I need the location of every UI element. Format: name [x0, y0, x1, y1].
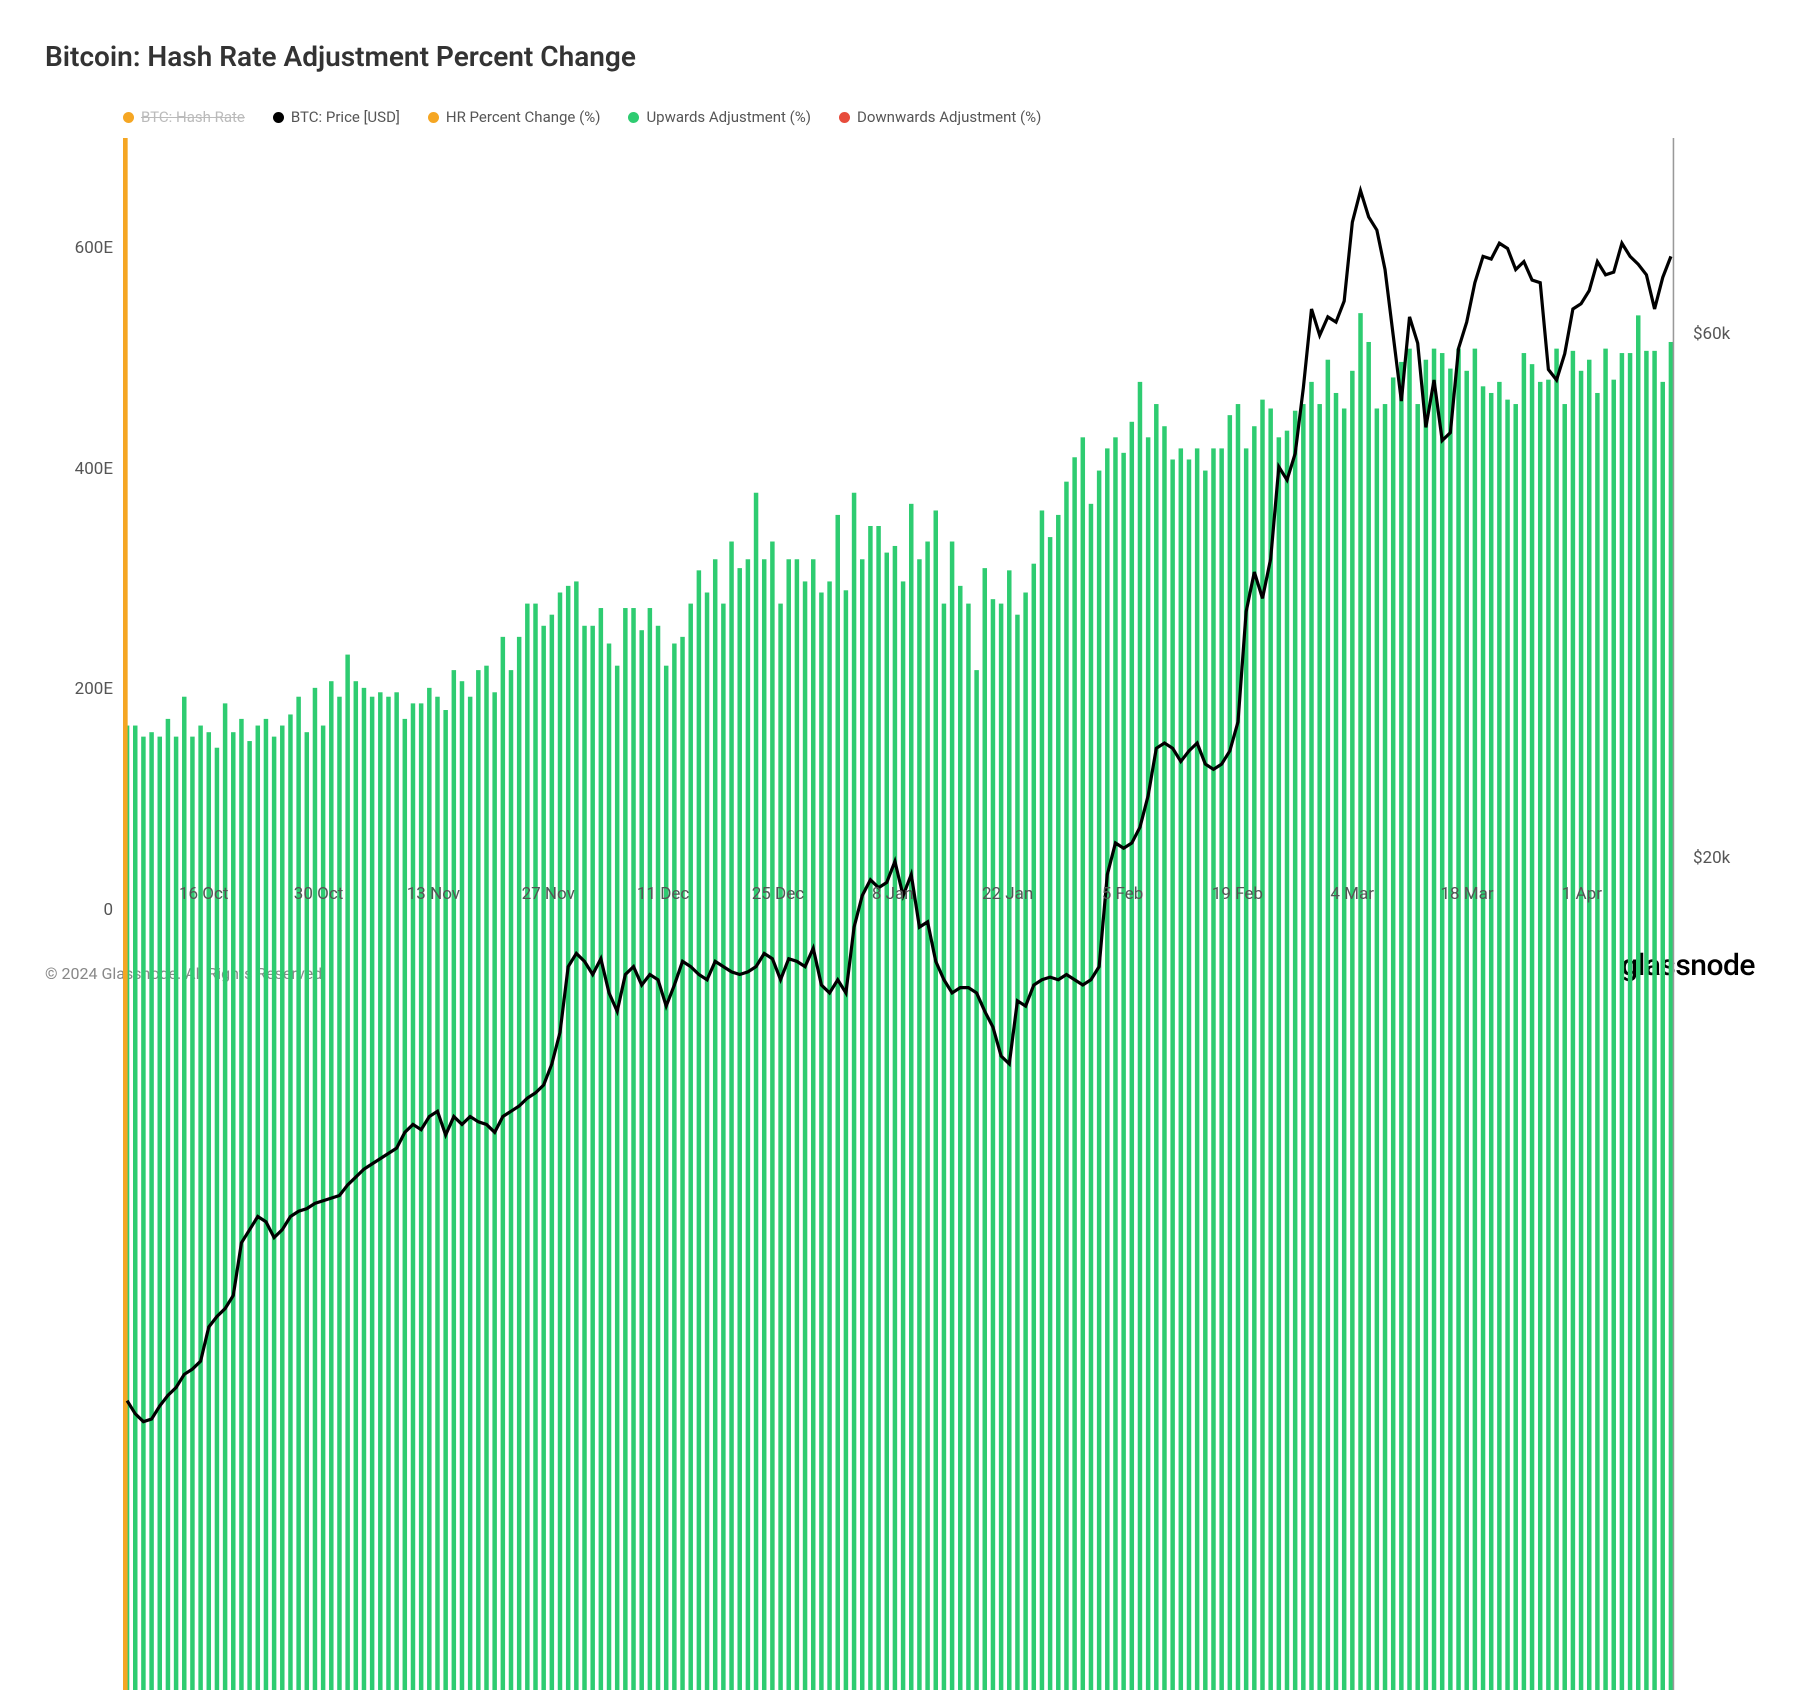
y-axis-right: $20k $60k	[1683, 138, 1755, 910]
x-tick: 27 Nov	[522, 884, 575, 904]
y-right-tick: $20k	[1693, 848, 1730, 868]
legend-item-hashrate[interactable]: BTC: Hash Rate	[123, 108, 245, 126]
y-right-tick: $60k	[1693, 324, 1730, 344]
x-tick: 25 Dec	[752, 884, 804, 904]
chart-title: Bitcoin: Hash Rate Adjustment Percent Ch…	[45, 40, 1755, 73]
y-left-tick: 0	[103, 900, 113, 920]
legend-item-price[interactable]: BTC: Price [USD]	[273, 108, 400, 126]
x-tick: 18 Mar	[1440, 884, 1493, 904]
x-tick: 30 Oct	[294, 884, 343, 904]
x-tick: 22 Jan	[982, 884, 1033, 904]
legend-label-downwards: Downwards Adjustment (%)	[857, 108, 1041, 126]
x-tick: 13 Nov	[407, 884, 460, 904]
chart-svg	[123, 138, 1675, 1690]
x-axis: 16 Oct 30 Oct 13 Nov 27 Nov 11 Dec 25 Dec 8 Ja…	[123, 876, 1675, 910]
legend-dot-hrpercent	[428, 112, 439, 123]
legend-label-upwards: Upwards Adjustment (%)	[646, 108, 811, 126]
y-left-tick: 600E	[75, 238, 113, 258]
chart-container: 0200E400E600E $20k$60k 16 Oct30 Oct13 No…	[45, 138, 1755, 910]
y-axis-left: 0200E400E600E	[45, 138, 113, 910]
x-tick: 8 Jan	[872, 884, 914, 904]
legend: BTC: Hash Rate BTC: Price [USD] HR Perce…	[123, 108, 1755, 126]
x-tick: 19 Feb	[1212, 884, 1263, 904]
legend-dot-price	[273, 112, 284, 123]
legend-label-hashrate: BTC: Hash Rate	[141, 108, 245, 126]
x-tick: 4 Mar	[1330, 884, 1374, 904]
legend-dot-downwards	[839, 112, 850, 123]
y-left-tick: 200E	[75, 679, 113, 699]
chart-plot-area	[123, 138, 1675, 876]
legend-label-hrpercent: HR Percent Change (%)	[446, 108, 601, 126]
legend-dot-upwards	[628, 112, 639, 123]
legend-item-downwards[interactable]: Downwards Adjustment (%)	[839, 108, 1041, 126]
legend-dot-hashrate	[123, 112, 134, 123]
x-tick: 1 Apr	[1562, 884, 1602, 904]
x-tick: 16 Oct	[179, 884, 228, 904]
legend-item-hrpercent[interactable]: HR Percent Change (%)	[428, 108, 601, 126]
x-tick: 5 Feb	[1102, 884, 1144, 904]
x-tick: 11 Dec	[637, 884, 689, 904]
y-left-tick: 400E	[75, 459, 113, 479]
legend-label-price: BTC: Price [USD]	[291, 108, 400, 126]
legend-item-upwards[interactable]: Upwards Adjustment (%)	[628, 108, 811, 126]
